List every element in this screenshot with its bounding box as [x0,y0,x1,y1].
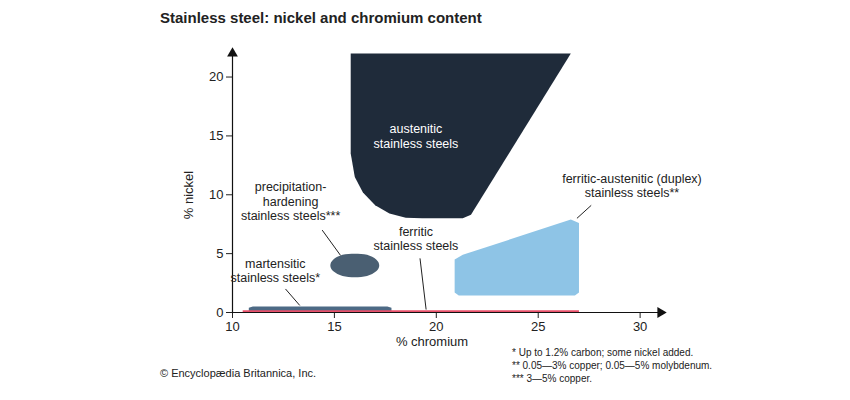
svg-text:martensiticstainless steels*: martensiticstainless steels* [230,257,320,285]
svg-text:15: 15 [327,319,341,334]
html-text:© Encyclopædia Britannica, Inc: © Encyclopædia Britannica, Inc. [160,367,317,379]
svg-text:20: 20 [209,69,223,84]
svg-text:ferriticstainless steels: ferriticstainless steels [374,225,459,253]
svg-text:0: 0 [216,305,223,320]
html-text:** 0.05—3% copper; 0.05—5% mol: ** 0.05—3% copper; 0.05—5% molybdenum. [512,360,713,371]
html-text:* Up to 1.2% carbon; some nick: * Up to 1.2% carbon; some nickel added. [512,347,694,358]
html-text:Stainless steel: nickel and ch: Stainless steel: nickel and chromium con… [160,9,482,26]
html-text:*** 3—5% copper.: *** 3—5% copper. [512,373,593,384]
html-text:% chromium: % chromium [395,334,469,349]
svg-text:austeniticstainless steels: austeniticstainless steels [374,122,459,150]
svg-text:10: 10 [209,187,223,202]
svg-text:15: 15 [209,128,223,143]
svg-text:30: 30 [633,319,647,334]
svg-text:20: 20 [429,319,443,334]
html-text:% nickel: % nickel [180,170,196,220]
svg-text:ferritic-austenitic (duplex)st: ferritic-austenitic (duplex)stainless st… [562,172,702,200]
svg-text:precipitation-hardeningstainle: precipitation-hardeningstainless steels*… [241,180,340,223]
svg-text:5: 5 [216,246,223,261]
svg-text:25: 25 [531,319,545,334]
svg-text:10: 10 [225,319,239,334]
